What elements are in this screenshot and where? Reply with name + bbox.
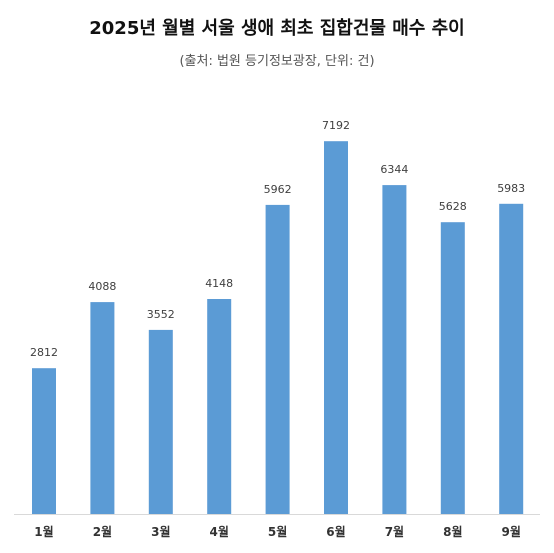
data-label-1: 2812 <box>30 346 58 359</box>
x-tick-label-4: 4월 <box>210 524 229 539</box>
bar-8 <box>440 222 465 514</box>
x-tick-label-3: 3월 <box>151 524 170 539</box>
bar-1 <box>32 368 56 514</box>
data-label-5: 5962 <box>264 183 292 196</box>
data-label-7: 6344 <box>380 163 408 176</box>
x-tick-label-8: 8월 <box>443 524 462 539</box>
data-label-6: 7192 <box>322 119 350 132</box>
data-label-8: 5628 <box>439 200 467 213</box>
bar-7 <box>382 185 407 514</box>
x-tick-label-6: 6월 <box>326 524 345 539</box>
data-label-2: 4088 <box>88 280 116 293</box>
chart-subtitle: (출처: 법원 등기정보광장, 단위: 건) <box>179 54 375 69</box>
data-label-3: 3552 <box>147 308 175 321</box>
data-label-4: 4148 <box>205 277 233 290</box>
bar-5 <box>265 204 290 514</box>
x-tick-label-2: 2월 <box>93 524 112 539</box>
bar-3 <box>148 329 173 514</box>
x-tick-label-7: 7월 <box>385 524 404 539</box>
bar-2 <box>90 302 115 514</box>
data-label-9: 5983 <box>497 182 525 195</box>
bar-9 <box>499 203 524 515</box>
x-tick-label-1: 1월 <box>34 524 53 539</box>
bar-6 <box>324 141 348 514</box>
x-tick-label-5: 5월 <box>268 524 287 539</box>
x-tick-label-9: 9월 <box>502 524 521 539</box>
chart-title: 2025년 월별 서울 생애 최초 집합건물 매수 추이 <box>89 18 465 39</box>
bar-4 <box>207 299 232 514</box>
